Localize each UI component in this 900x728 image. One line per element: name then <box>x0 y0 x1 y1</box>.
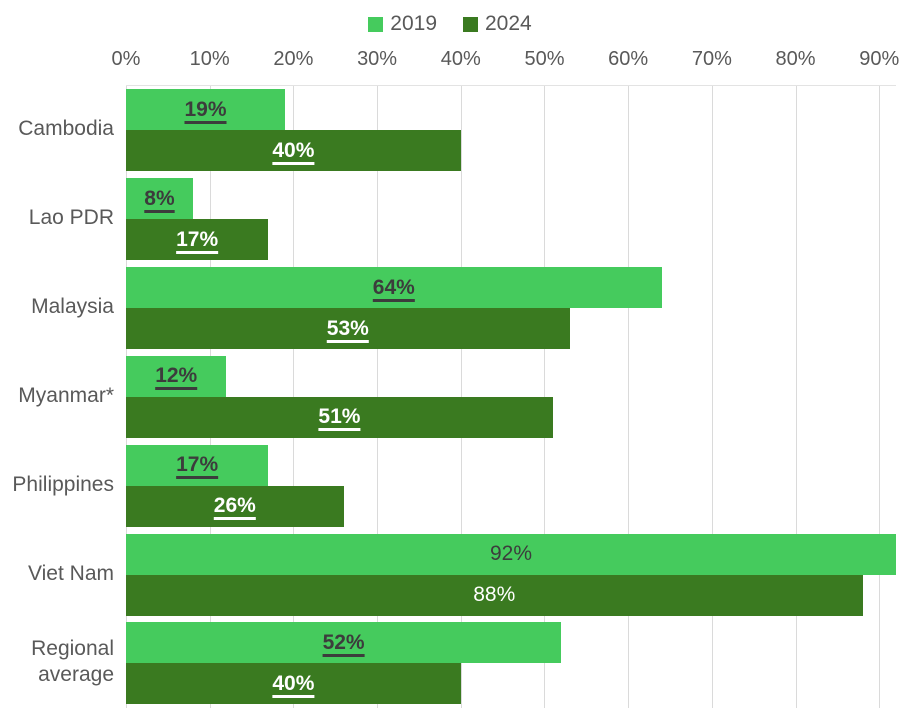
category-label: Lao PDR <box>28 206 114 230</box>
bar-value-label: 64% <box>372 275 415 299</box>
bar-value-label: 8% <box>144 186 175 210</box>
x-axis-tick-label: 80% <box>775 48 816 70</box>
category-label: Philippines <box>12 472 114 496</box>
bar-2024: 53% <box>126 308 570 350</box>
bar-group-row: 52% 40% <box>126 619 896 708</box>
chart-legend: 2019 2024 <box>0 12 900 36</box>
bar-value-label: 92% <box>489 542 533 566</box>
plot-area: 19% 40% 8% 17% 64% 53% 12% 51% 17% 26% 92% 88% 52% 40… <box>126 85 896 708</box>
bar-2024: 88% <box>126 574 863 616</box>
bar-group-row: 12% 51% <box>126 353 896 442</box>
legend-swatch-2019-icon <box>368 16 384 32</box>
legend-label-2024: 2024 <box>485 12 532 35</box>
bar-value-label: 51% <box>318 405 361 429</box>
bar-value-label: 12% <box>155 364 198 388</box>
x-axis-tick-label: 20% <box>273 48 314 70</box>
legend-item-2024: 2024 <box>463 12 532 36</box>
bar-2019: 17% <box>126 444 269 486</box>
bar-group-row: 92% 88% <box>126 530 896 619</box>
x-axis-tick-label: 30% <box>357 48 398 70</box>
bar-value-label: 40% <box>272 671 315 695</box>
gridline <box>628 86 630 708</box>
bar-value-label: 52% <box>322 630 365 654</box>
x-axis-tick-label: 70% <box>691 48 732 70</box>
y-axis-category-labels: Cambodia Lao PDR Malaysia Myanmar* Philippin… <box>0 85 114 707</box>
bar-2019: 19% <box>126 89 286 131</box>
x-axis-tick-label: 60% <box>608 48 649 70</box>
category-label: Malaysia <box>31 294 114 318</box>
bar-group-row: 19% 40% <box>126 86 896 175</box>
bar-2019: 12% <box>126 355 227 397</box>
bar-2019: 8% <box>126 178 193 220</box>
gridline <box>711 86 713 708</box>
legend-swatch-2024-icon <box>463 16 478 32</box>
bar-2024: 40% <box>126 663 461 705</box>
bar-group-row: 17% 26% <box>126 441 896 530</box>
x-axis-tick-label: 10% <box>189 48 230 70</box>
category-label: Viet Nam <box>28 561 114 585</box>
bar-rows: 19% 40% 8% 17% 64% 53% 12% 51% 17% 26% 92% 88% 52% 40… <box>126 86 896 708</box>
legend-label-2019: 2019 <box>390 12 437 35</box>
category-label: Myanmar* <box>18 383 114 407</box>
bar-2024: 26% <box>126 485 344 527</box>
bar-2024: 40% <box>126 130 461 172</box>
bar-value-label: 53% <box>326 316 369 340</box>
gridline <box>795 86 797 708</box>
bar-2024: 17% <box>126 219 269 261</box>
bar-value-label: 19% <box>184 97 227 121</box>
x-axis-tick-label: 90% <box>859 48 900 70</box>
bar-value-label: 17% <box>176 227 219 251</box>
bar-value-label: 40% <box>272 138 315 162</box>
bar-value-label: 26% <box>213 494 256 518</box>
x-axis-tick-label: 50% <box>524 48 565 70</box>
bar-2019: 64% <box>126 267 662 309</box>
bar-group-row: 8% 17% <box>126 175 896 264</box>
bar-2024: 51% <box>126 396 553 438</box>
bar-group-row: 64% 53% <box>126 264 896 353</box>
legend-item-2019: 2019 <box>368 12 437 36</box>
bar-2019: 92% <box>126 533 896 575</box>
bar-2019: 52% <box>126 622 562 664</box>
x-axis-tick-label: 40% <box>440 48 481 70</box>
x-axis-tick-label: 0% <box>111 48 141 70</box>
bar-value-label: 17% <box>176 453 219 477</box>
gridline <box>879 86 881 708</box>
category-label: Cambodia <box>18 117 114 141</box>
bar-value-label: 88% <box>473 583 516 607</box>
x-axis-tick-labels: 0% 10% 20% 30% 40% 50% 60% 70% 80% 90% <box>112 48 900 74</box>
category-label: Regional average <box>31 637 114 687</box>
